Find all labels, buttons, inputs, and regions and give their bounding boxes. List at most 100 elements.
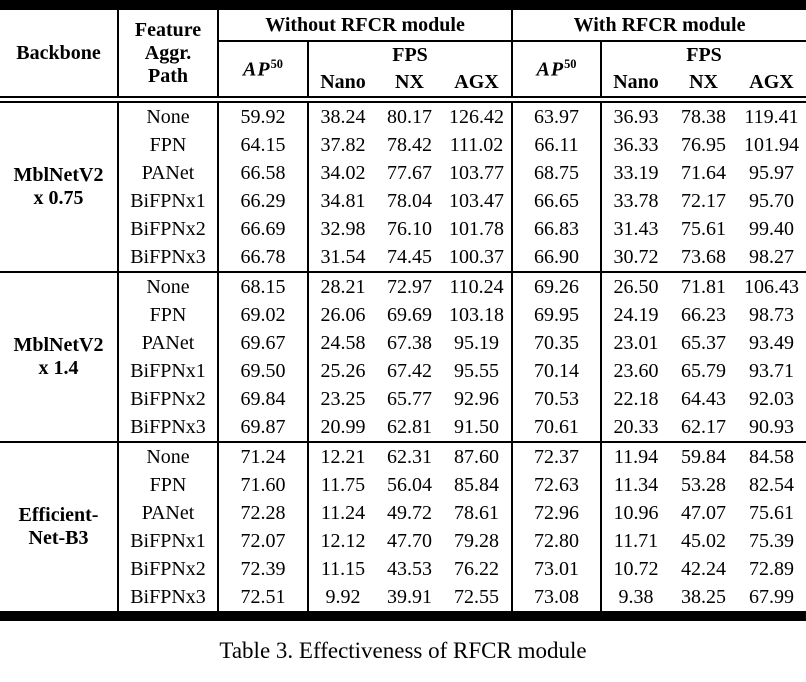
fps-nano-with-cell: 10.72: [600, 555, 671, 583]
table-row: BiFPNx2 69.84 23.25 65.77 92.96 70.53 22.18 64.…: [0, 385, 806, 413]
fps-nx-with-cell: 65.79: [681, 359, 727, 382]
fps-agx-without-cell: 110.24: [442, 271, 513, 301]
fps-nx-without-cell: 69.69: [387, 303, 432, 326]
fps-nano-with-cell: 11.71: [600, 527, 671, 555]
ap50-without-cell: 72.39: [217, 555, 308, 583]
path-cell: FPN: [117, 131, 218, 159]
fps-agx-without-cell: 95.55: [454, 359, 500, 382]
path-cell: BiFPNx3: [117, 413, 218, 442]
backbone-line: x 1.4: [38, 357, 79, 379]
fps-nano-without-cell: 11.24: [307, 499, 377, 527]
fps-nano-without-cell: 26.06: [307, 301, 377, 329]
ap50-without-cell: 72.28: [217, 499, 308, 527]
fps-agx-without-cell: 91.50: [454, 415, 500, 438]
ap50-without-cell: 69.84: [217, 385, 308, 413]
fps-nano-without-cell: 37.82: [307, 131, 377, 159]
fps-nano-with-cell: 20.33: [600, 413, 671, 442]
fps-nx-with-cell: 64.43: [681, 387, 727, 410]
table-row: FPN 71.60 11.75 56.04 85.84 72.63 11.34 53.28 82…: [0, 471, 806, 499]
ap50-without-cell: 66.58: [217, 159, 308, 187]
ap50-with-cell: 70.14: [511, 357, 602, 385]
fps-agx-with-cell: 82.54: [749, 473, 795, 496]
col-header-fps-without: FPS: [306, 41, 513, 69]
ap50-with-cell: 68.75: [511, 159, 602, 187]
ap50-with-cell: 63.97: [511, 99, 602, 131]
fps-nano-with-cell: 23.60: [600, 357, 671, 385]
table-row: Efficient- Net-B3 None 71.24 12.21 62.31 87.60…: [0, 441, 806, 616]
fps-nano-without-cell: 12.12: [307, 527, 377, 555]
backbone-line: Net-B3: [28, 527, 89, 549]
fps-nx-without-cell: 80.17: [387, 105, 432, 128]
ap50-without-cell: 69.87: [217, 413, 308, 442]
ap50-with-cell: 72.80: [511, 527, 602, 555]
fps-nano-without-cell: 34.81: [307, 187, 377, 215]
ap50-with-cell: 66.65: [511, 187, 602, 215]
fps-agx-with-cell: 67.99: [749, 585, 795, 608]
ap50-with-cell: 66.90: [511, 243, 602, 272]
path-cell: BiFPNx1: [117, 357, 218, 385]
fps-agx-without-cell: 100.37: [449, 245, 505, 268]
table-body: MblNetV2 x 0.75 None 59.92 38.24 80.17 126.42 6…: [0, 99, 806, 616]
fps-nano-with-cell: 33.19: [600, 159, 671, 187]
fps-agx-without-cell: 92.96: [454, 387, 500, 410]
ap50-without-cell: 66.29: [217, 187, 308, 215]
fps-nano-with-cell: 36.33: [600, 131, 671, 159]
fps-agx-without-cell: 103.47: [449, 189, 505, 212]
fps-nx-with-cell: 65.37: [681, 331, 727, 354]
path-cell: FPN: [117, 471, 218, 499]
fps-agx-without-cell: 126.42: [449, 105, 505, 128]
rfcr-effectiveness-table: Backbone Feature Aggr. Path Without RFCR…: [0, 0, 806, 621]
fps-agx-with-cell: 99.40: [749, 217, 795, 240]
fps-nano-with-cell: 22.18: [600, 385, 671, 413]
ap50-with-cell: 69.26: [511, 271, 602, 301]
fps-nano-without-cell: 9.92: [307, 583, 377, 616]
fps-nx-without-cell: 56.04: [387, 473, 432, 496]
fps-nx-without-cell: 78.42: [387, 133, 432, 156]
fps-nano-without-cell: 23.25: [307, 385, 377, 413]
ap50-without-cell: 69.67: [217, 329, 308, 357]
fps-agx-with-cell: 98.27: [749, 245, 795, 268]
table-row: FPN 69.02 26.06 69.69 103.18 69.95 24.19 66.23 9…: [0, 301, 806, 329]
fps-nano-without-cell: 20.99: [307, 413, 377, 442]
ap50-with-cell: 66.83: [511, 215, 602, 243]
col-header-nano-with: Nano: [600, 69, 671, 103]
fps-agx-without-cell: 101.78: [449, 217, 505, 240]
fps-agx-with-cell: 72.89: [749, 557, 795, 580]
backbone-cell: MblNetV2 x 1.4: [0, 271, 118, 442]
fps-nx-with-cell: 73.68: [681, 245, 727, 268]
fps-agx-without-cell: 87.60: [442, 441, 513, 471]
fps-nano-without-cell: 34.02: [307, 159, 377, 187]
fps-nano-with-cell: 33.78: [600, 187, 671, 215]
path-cell: BiFPNx1: [117, 527, 218, 555]
ap50-with-cell: 70.61: [511, 413, 602, 442]
path-cell: BiFPNx3: [117, 243, 218, 272]
fps-nx-with-cell: 76.95: [681, 133, 727, 156]
ap50-with-cell: 73.08: [511, 583, 602, 616]
path-cell: BiFPNx2: [117, 215, 218, 243]
table-caption: Table 3. Effectiveness of RFCR module: [219, 638, 587, 663]
fps-agx-with-cell: 98.73: [749, 303, 795, 326]
fps-nano-with-cell: 11.94: [600, 441, 671, 471]
group-header-with-rfcr: With RFCR module: [511, 5, 806, 42]
fps-nano-with-cell: 24.19: [600, 301, 671, 329]
fps-nx-with-cell: 42.24: [681, 557, 727, 580]
fps-nx-with-cell: 47.07: [681, 501, 727, 524]
table-row: PANet 66.58 34.02 77.67 103.77 68.75 33.19 71.6…: [0, 159, 806, 187]
fps-nano-without-cell: 11.15: [307, 555, 377, 583]
fps-agx-without-cell: 76.22: [454, 557, 500, 580]
fps-nx-with-cell: 62.17: [681, 415, 727, 438]
fps-agx-with-cell: 119.41: [744, 105, 799, 128]
ap50-without-cell: 71.60: [217, 471, 308, 499]
ap50-with-cell: 70.35: [511, 329, 602, 357]
fps-agx-with-cell: 75.39: [749, 529, 795, 552]
ap50-without-cell: 69.50: [217, 357, 308, 385]
col-header-nano-without: Nano: [307, 69, 377, 103]
ap50-with-cell: 70.53: [511, 385, 602, 413]
group-header-without-rfcr: Without RFCR module: [216, 5, 513, 42]
table-row: MblNetV2 x 1.4 None 68.15 28.21 72.97 110.24 69…: [0, 271, 806, 442]
fps-nano-with-cell: 31.43: [600, 215, 671, 243]
ap50-without-cell: 66.78: [217, 243, 308, 272]
fps-nano-without-cell: 28.21: [307, 271, 377, 301]
ap50-with-cell: 73.01: [511, 555, 602, 583]
feature-line-1: Feature: [134, 18, 202, 41]
